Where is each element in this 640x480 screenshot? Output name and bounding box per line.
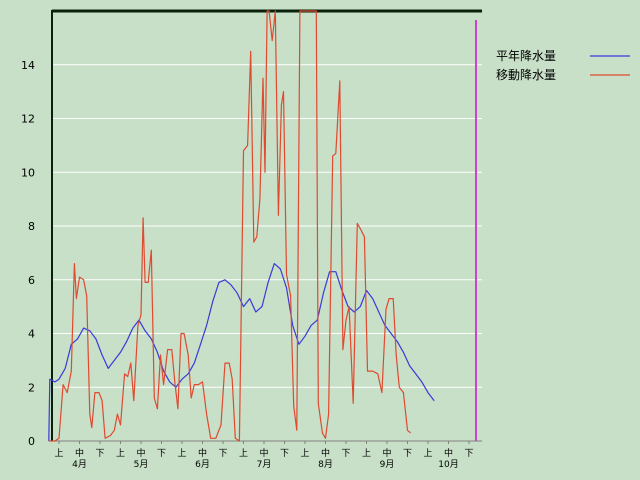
legend-label-moving-rainfall: 移動降水量 bbox=[496, 68, 556, 82]
x-dekad-label: 中 bbox=[382, 447, 391, 459]
y-axis-tick-labels: 0 2 4 6 8 10 12 14 bbox=[21, 59, 35, 448]
x-dekad-label: 中 bbox=[444, 447, 453, 459]
y-tick-label: 10 bbox=[21, 166, 35, 179]
series-line-0 bbox=[48, 263, 435, 442]
horizontal-gridlines bbox=[52, 64, 482, 388]
x-dekad-label: 上 bbox=[423, 448, 432, 459]
x-month-label: 10月 bbox=[438, 459, 458, 470]
x-dekad-label: 中 bbox=[321, 447, 330, 459]
x-dekad-label: 下 bbox=[280, 449, 289, 459]
legend-label-normal-rainfall: 平年降水量 bbox=[496, 49, 556, 63]
x-dekad-label: 上 bbox=[177, 448, 186, 459]
x-dekad-label: 中 bbox=[75, 447, 84, 459]
series-line-1 bbox=[48, 10, 411, 442]
x-dekad-label: 上 bbox=[300, 448, 309, 459]
x-dekad-label: 下 bbox=[403, 449, 412, 459]
x-dekad-label: 上 bbox=[116, 448, 125, 459]
y-tick-label: 6 bbox=[28, 274, 35, 287]
x-month-label: 6月 bbox=[195, 459, 210, 470]
y-tick-label: 14 bbox=[21, 59, 35, 72]
x-dekad-label: 上 bbox=[239, 448, 248, 459]
x-month-label: 8月 bbox=[318, 459, 333, 470]
x-axis-tick-labels: 上中下4月上中下5月上中下6月上中下7月上中下8月上中下9月上中下10月 bbox=[54, 441, 474, 470]
x-dekad-label: 上 bbox=[362, 448, 371, 459]
x-month-label: 4月 bbox=[72, 459, 87, 470]
y-tick-label: 2 bbox=[28, 381, 35, 394]
x-dekad-label: 中 bbox=[198, 447, 207, 459]
x-dekad-label: 下 bbox=[95, 449, 104, 459]
x-dekad-label: 中 bbox=[259, 447, 268, 459]
y-tick-label: 12 bbox=[21, 113, 35, 126]
x-dekad-label: 下 bbox=[341, 449, 350, 459]
y-tick-label: 8 bbox=[28, 220, 35, 233]
legend: 平年降水量 移動降水量 bbox=[496, 49, 630, 82]
y-tick-label: 4 bbox=[28, 328, 35, 341]
x-dekad-label: 下 bbox=[157, 449, 166, 459]
x-month-label: 7月 bbox=[257, 459, 272, 470]
series-lines bbox=[48, 10, 435, 442]
x-dekad-label: 中 bbox=[136, 447, 145, 459]
y-tick-label: 0 bbox=[28, 435, 35, 448]
x-dekad-label: 上 bbox=[54, 448, 63, 459]
x-dekad-label: 下 bbox=[218, 449, 227, 459]
x-dekad-label: 下 bbox=[464, 449, 473, 459]
x-month-label: 9月 bbox=[380, 459, 395, 470]
x-month-label: 5月 bbox=[134, 459, 149, 470]
